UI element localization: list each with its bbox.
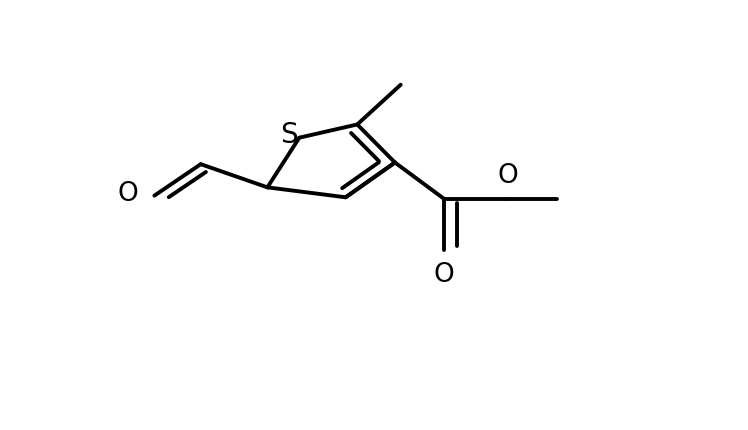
- Text: S: S: [280, 121, 298, 149]
- Text: O: O: [434, 262, 455, 288]
- Text: O: O: [497, 163, 518, 189]
- Text: O: O: [117, 181, 138, 207]
